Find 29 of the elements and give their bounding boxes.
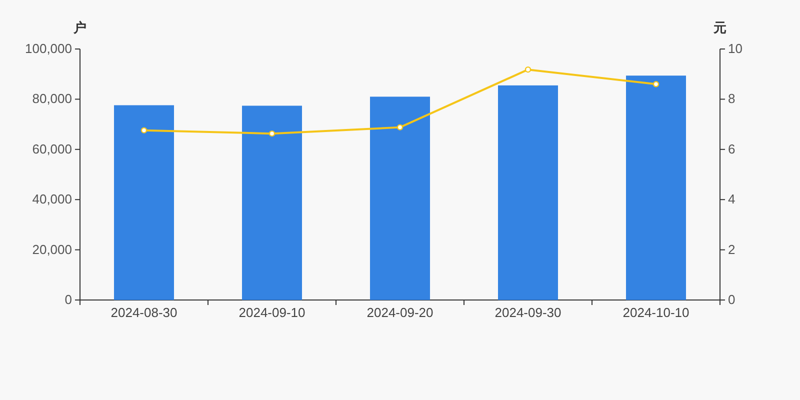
y-tick-label: 20,000 <box>32 242 72 257</box>
bar <box>114 105 174 300</box>
bar <box>242 106 302 300</box>
point <box>524 66 532 73</box>
y-tick-label: 80,000 <box>32 91 72 106</box>
y2-tick-label: 2 <box>728 242 736 257</box>
x-tick-label: 2024-09-20 <box>366 305 434 320</box>
bar <box>370 96 430 300</box>
bar <box>626 76 686 300</box>
point <box>140 127 148 134</box>
y-axis-title: 户 <box>72 20 86 35</box>
y2-tick-label: 6 <box>728 141 736 156</box>
point <box>652 81 660 88</box>
y-tick-label: 60,000 <box>32 141 72 156</box>
x-tick-label: 2024-08-30 <box>110 305 178 320</box>
x-tick-label: 2024-09-10 <box>238 305 306 320</box>
y-tick-label: 40,000 <box>32 192 72 207</box>
x-tick-label: 2024-09-30 <box>494 305 562 320</box>
y2-tick-label: 8 <box>728 91 736 106</box>
bar <box>498 85 558 300</box>
y-tick-label: 0 <box>64 292 72 307</box>
x-tick-label: 2024-10-10 <box>622 305 690 320</box>
y2-tick-label: 4 <box>728 192 736 207</box>
y-tick-label: 100,000 <box>25 41 72 56</box>
point <box>396 124 404 130</box>
y2-tick-label: 0 <box>728 292 736 307</box>
point <box>268 130 276 137</box>
y2-axis-title: 元 <box>712 20 726 35</box>
y2-tick-label: 10 <box>728 41 742 56</box>
